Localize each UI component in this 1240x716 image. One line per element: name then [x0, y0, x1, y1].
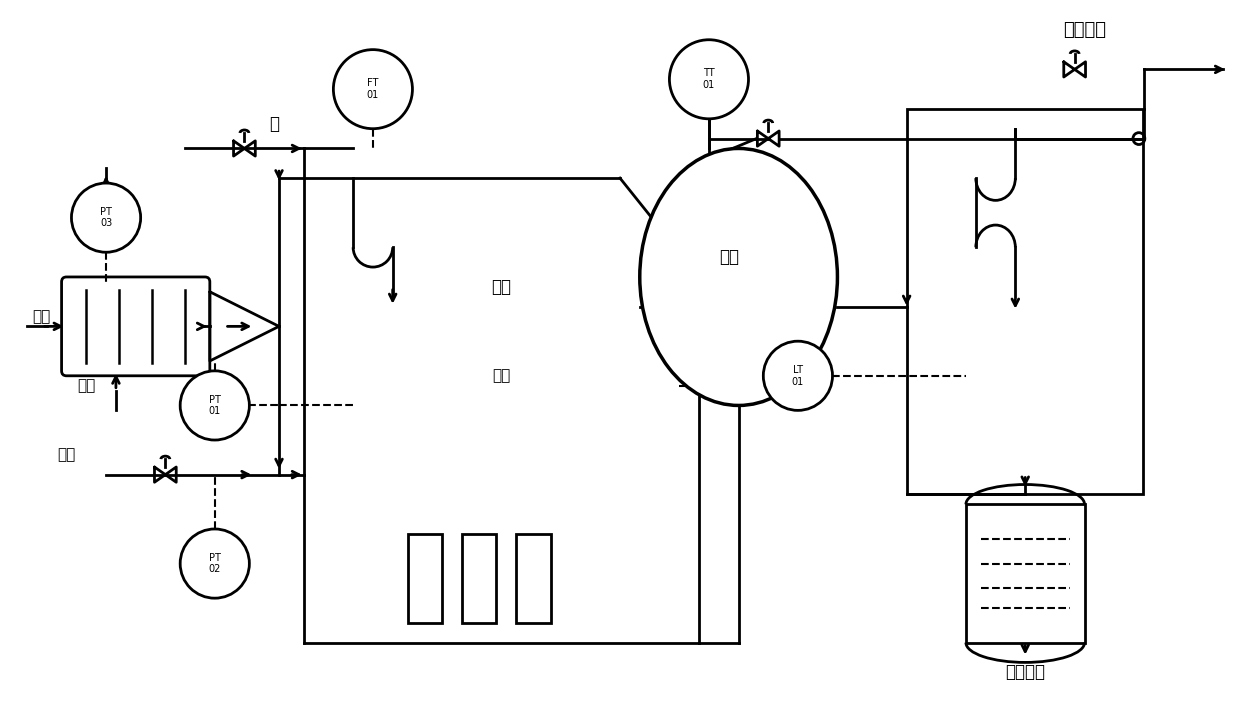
Text: PT
01: PT 01	[208, 395, 221, 416]
Text: FT
01: FT 01	[367, 78, 379, 100]
Bar	[408, 534, 443, 623]
Circle shape	[72, 183, 140, 252]
Circle shape	[180, 371, 249, 440]
Circle shape	[334, 49, 413, 129]
Circle shape	[764, 342, 832, 410]
Text: 炉包: 炉包	[719, 248, 739, 266]
Text: PT
02: PT 02	[208, 553, 221, 574]
Bar	[516, 534, 551, 623]
Circle shape	[180, 529, 249, 598]
Bar	[461, 534, 496, 623]
Text: 水: 水	[269, 115, 279, 132]
Text: 炉膛: 炉膛	[491, 278, 511, 296]
Text: 高压蒸汽: 高压蒸汽	[1063, 21, 1106, 39]
Bar	[906, 109, 1143, 494]
Text: 燃料: 燃料	[57, 448, 76, 463]
Ellipse shape	[640, 148, 837, 405]
Text: 烧嘴: 烧嘴	[492, 368, 511, 383]
Text: TT
01: TT 01	[703, 69, 715, 90]
Bar	[966, 504, 1085, 643]
Text: 中压蒸汽: 中压蒸汽	[1006, 663, 1045, 682]
Text: LT
01: LT 01	[792, 365, 804, 387]
Text: 热氮: 热氮	[77, 378, 95, 393]
Text: PT
03: PT 03	[100, 207, 112, 228]
Text: 空气: 空气	[32, 309, 51, 324]
Circle shape	[670, 40, 749, 119]
